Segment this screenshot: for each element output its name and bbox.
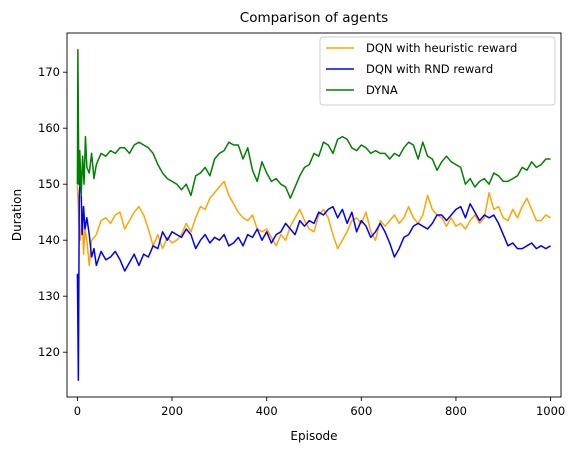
plot-frame xyxy=(66,32,562,398)
y-tick-label: 120 xyxy=(38,345,60,359)
y-tick-label: 160 xyxy=(38,121,60,135)
y-tick-label: 140 xyxy=(38,233,60,247)
x-tick-label: 0 xyxy=(74,404,81,418)
series-line-1 xyxy=(76,172,551,381)
x-axis: 0 200 400 600 800 1000 xyxy=(74,397,565,418)
x-axis-label: Episode xyxy=(290,429,337,443)
legend-label-2: DYNA xyxy=(366,83,398,97)
y-axis: 120 130 140 150 160 170 xyxy=(38,65,67,359)
x-tick-label: 800 xyxy=(445,404,467,418)
legend: DQN with heuristic reward DQN with RND re… xyxy=(319,36,556,106)
series-layer xyxy=(76,49,551,381)
y-tick-label: 130 xyxy=(38,289,60,303)
series-line-2 xyxy=(76,49,551,199)
x-tick-label: 600 xyxy=(350,404,372,418)
legend-label-1: DQN with RND reward xyxy=(366,62,493,76)
x-tick-label: 200 xyxy=(161,404,183,418)
legend-label-0: DQN with heuristic reward xyxy=(366,41,517,55)
x-tick-label: 1000 xyxy=(536,404,565,418)
y-axis-label: Duration xyxy=(10,189,24,241)
x-tick-label: 400 xyxy=(256,404,278,418)
chart-title: Comparison of agents xyxy=(240,10,388,26)
y-tick-label: 150 xyxy=(38,177,60,191)
y-tick-label: 170 xyxy=(38,65,60,79)
series-line-0 xyxy=(76,180,551,267)
legend-box xyxy=(319,36,556,106)
